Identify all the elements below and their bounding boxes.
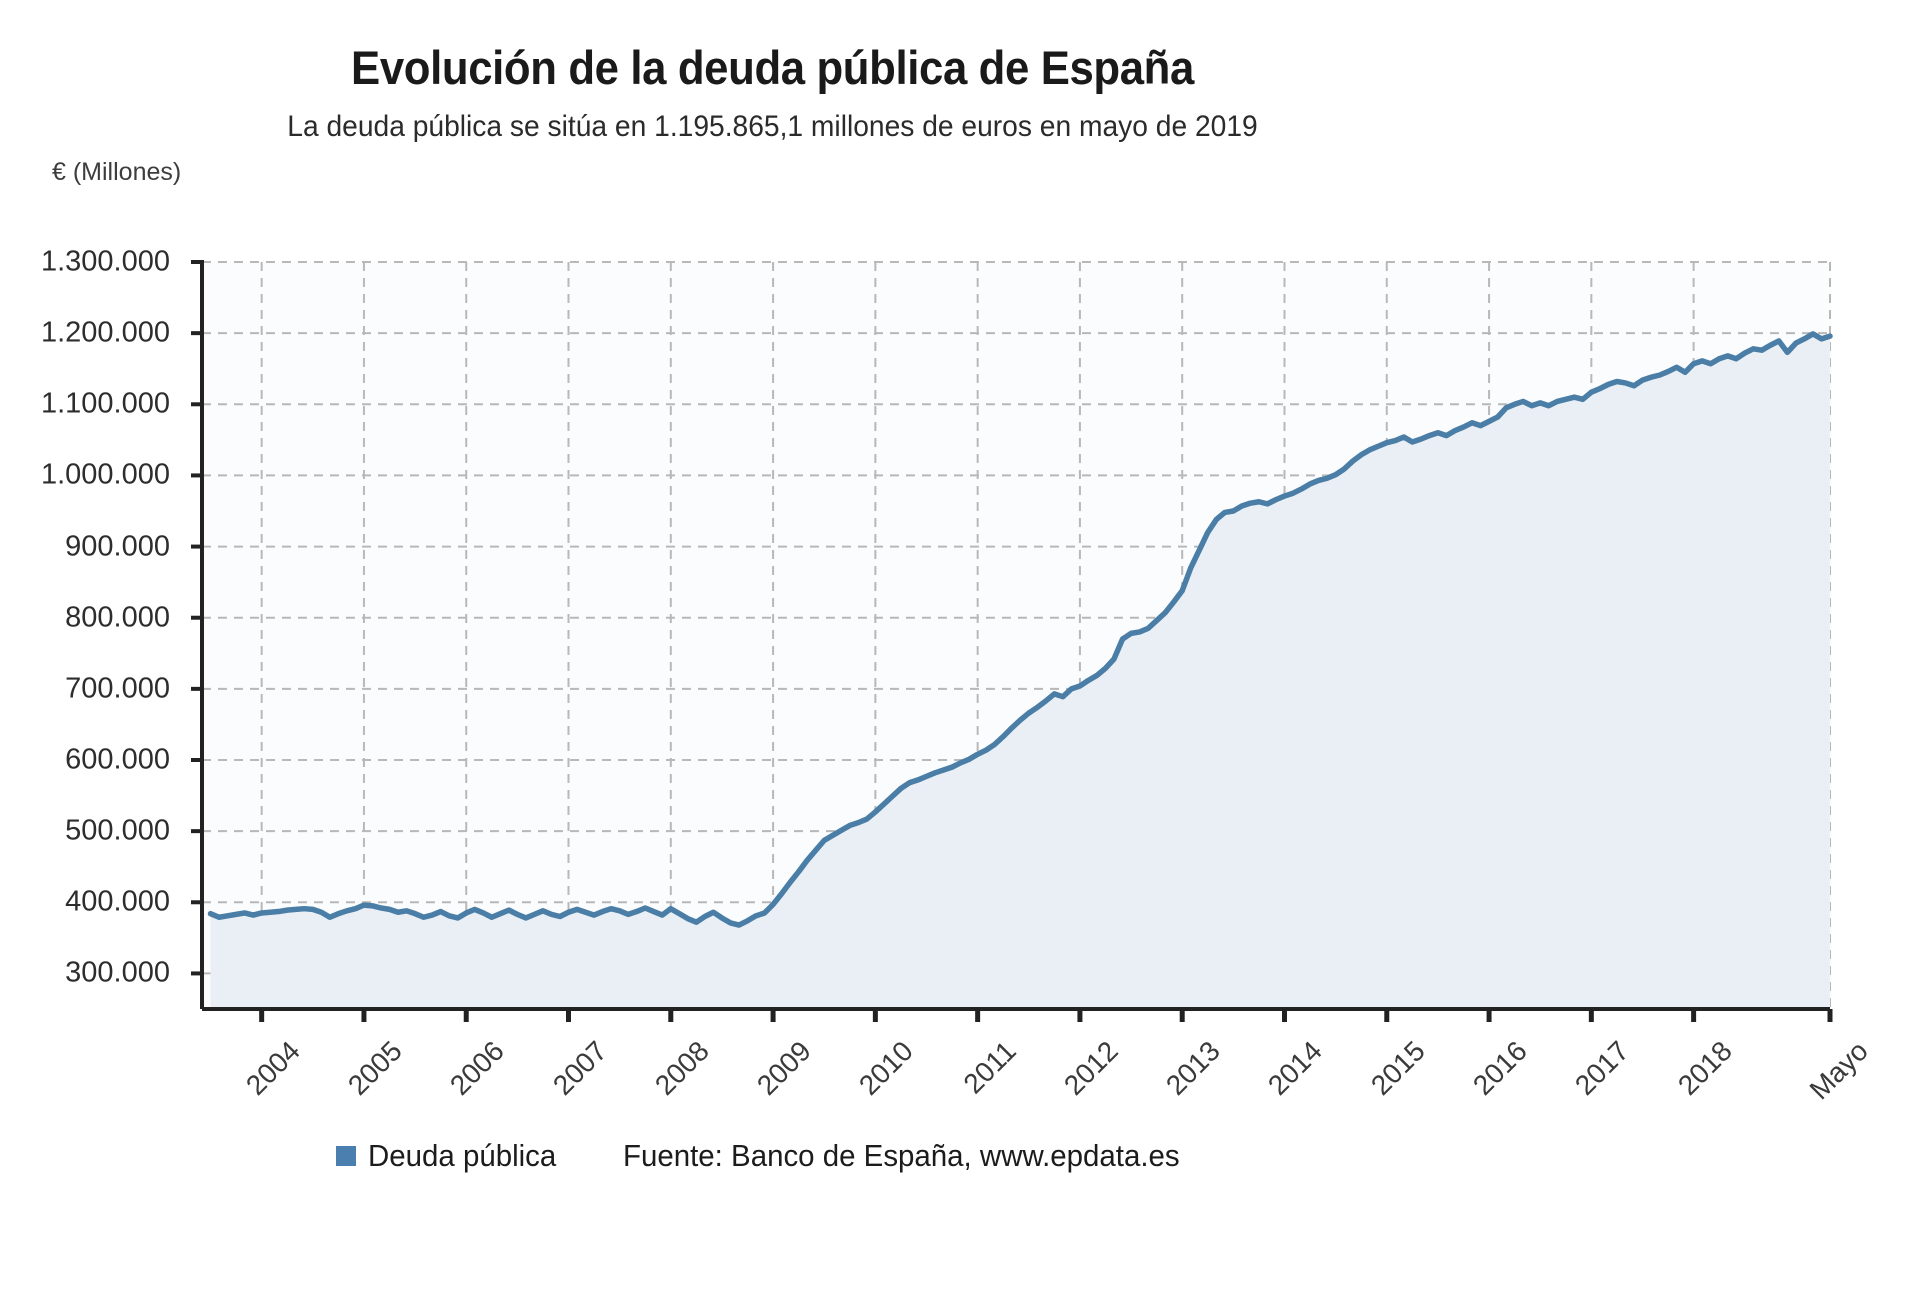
y-axis-tick-label: 300.000 xyxy=(65,956,170,989)
y-axis-tick-label: 1.000.000 xyxy=(40,458,170,491)
chart-title: Evolución de la deuda pública de España xyxy=(351,41,1194,94)
legend-label: Deuda pública xyxy=(368,1138,557,1173)
y-axis-tick-label: 800.000 xyxy=(65,601,170,634)
y-axis-unit-label: € (Millones) xyxy=(52,158,182,186)
source-attribution: Fuente: Banco de España, www.epdata.es xyxy=(622,1138,1180,1173)
chart-subtitle: La deuda pública se sitúa en 1.195.865,1… xyxy=(287,110,1258,143)
y-axis-tick-label: 1.300.000 xyxy=(40,245,170,278)
legend-item-deuda-publica[interactable]: Deuda pública xyxy=(336,1138,566,1174)
y-axis-tick-labels: 1.300.000 1.200.000 1.100.000 1.000.000 900.… xyxy=(30,0,170,1294)
y-axis-tick-label: 600.000 xyxy=(65,743,170,776)
y-axis-tick-label: 1.100.000 xyxy=(40,387,170,420)
y-axis-tick-label: 400.000 xyxy=(65,885,170,918)
y-axis-tick-label: 1.200.000 xyxy=(40,316,170,349)
legend-swatch-icon xyxy=(336,1146,357,1166)
chart-footer: Deuda pública Fuente: Banco de España, w… xyxy=(0,1138,1545,1174)
series-area-fill xyxy=(210,333,1830,1010)
y-axis-tick-label: 700.000 xyxy=(65,672,170,705)
y-axis-tick-label: 500.000 xyxy=(65,814,170,847)
series-line-deuda-publica xyxy=(207,331,1833,928)
y-axis-tick-label: 900.000 xyxy=(65,530,170,563)
